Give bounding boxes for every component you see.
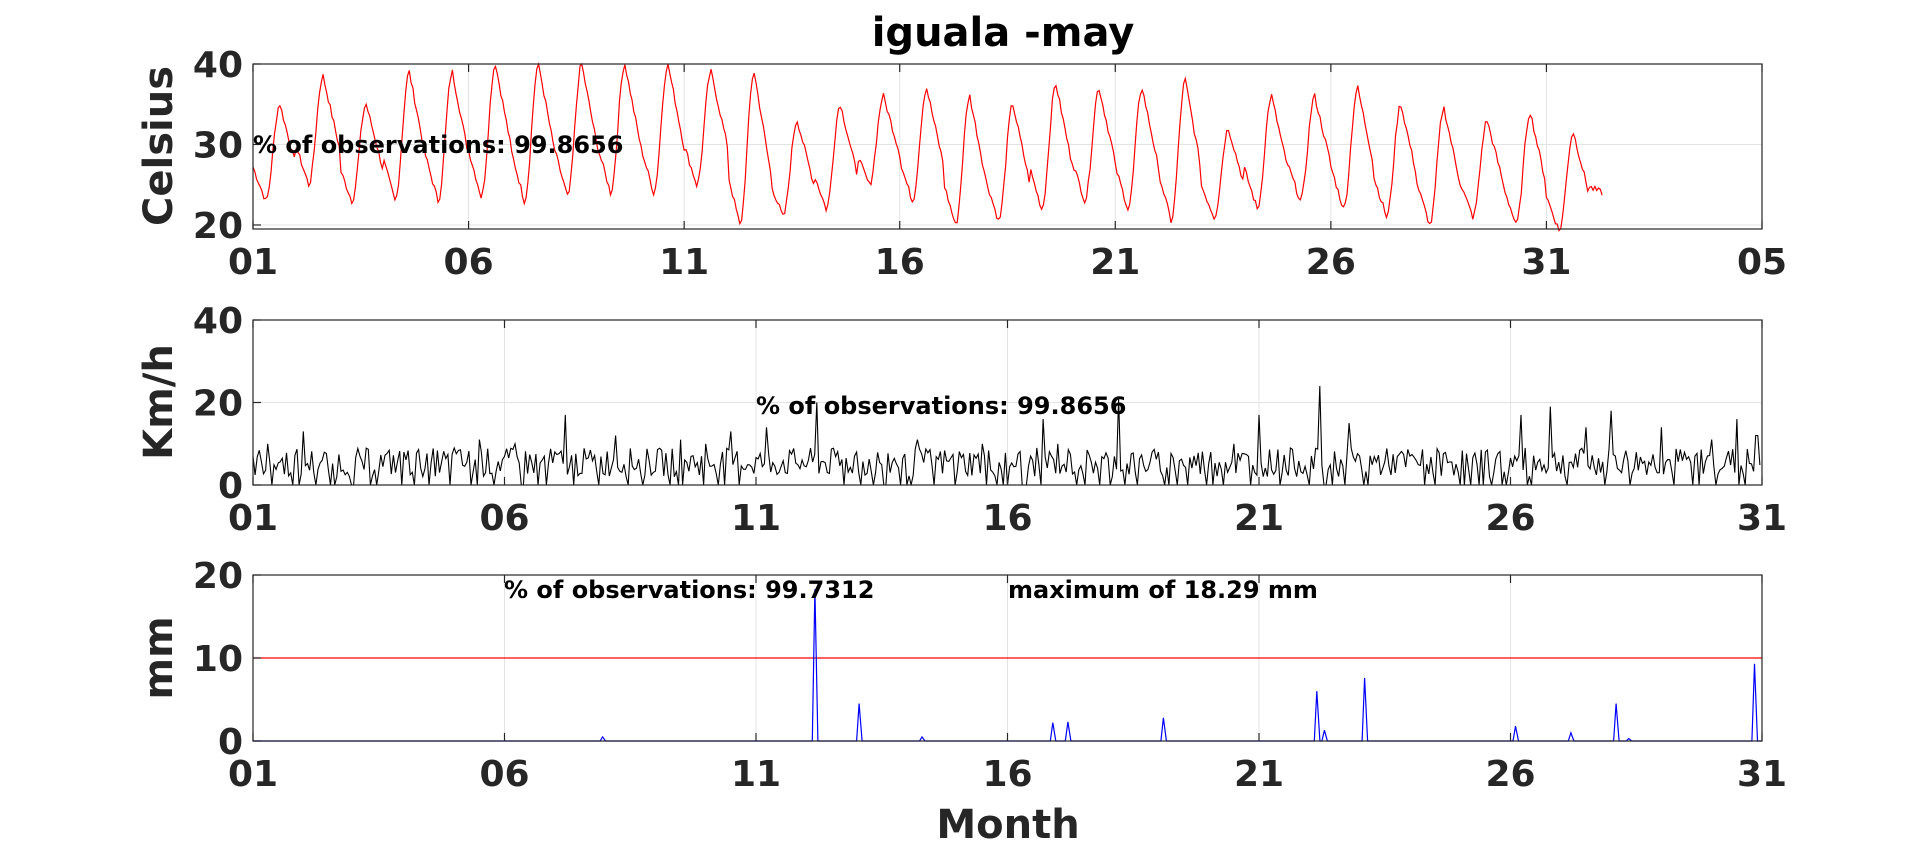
temperature-observations-annotation: % of observations: 99.8656 bbox=[253, 131, 623, 159]
wind-grid bbox=[253, 320, 1762, 485]
x-tick-label: 01 bbox=[228, 242, 278, 283]
x-tick-label: 16 bbox=[875, 242, 925, 283]
precipitation-x-ticks: 01 06 11 16 21 26 31 bbox=[228, 575, 1787, 795]
x-tick-label: 11 bbox=[731, 498, 781, 539]
x-tick-label: 16 bbox=[982, 498, 1032, 539]
x-tick-label: 21 bbox=[1234, 754, 1284, 795]
y-tick-label: 30 bbox=[193, 125, 243, 166]
temperature-series bbox=[252, 61, 1603, 232]
temperature-y-ticks: 20 30 40 bbox=[193, 45, 261, 247]
temperature-line bbox=[252, 61, 1603, 232]
x-tick-label: 26 bbox=[1485, 754, 1535, 795]
x-tick-label: 26 bbox=[1306, 242, 1356, 283]
x-tick-label: 21 bbox=[1234, 498, 1284, 539]
x-tick-label: 31 bbox=[1521, 242, 1571, 283]
x-tick-label: 06 bbox=[479, 498, 529, 539]
precipitation-series bbox=[253, 589, 1762, 742]
wind-panel: 0 20 40 01 06 11 16 21 26 31 Km/h % of observati… bbox=[136, 301, 1787, 539]
temperature-x-ticks: 01 06 11 16 21 26 31 05 bbox=[228, 64, 1787, 283]
precipitation-observations-annotation: % of observations: 99.7312 bbox=[504, 576, 874, 604]
precipitation-y-label: mm bbox=[136, 616, 182, 699]
y-tick-label: 20 bbox=[193, 384, 243, 425]
precipitation-maximum-annotation: maximum of 18.29 mm bbox=[1008, 576, 1318, 604]
x-axis-label: Month bbox=[936, 802, 1079, 841]
temperature-y-label: Celsius bbox=[136, 66, 182, 226]
y-tick-label: 0 bbox=[218, 466, 243, 507]
x-tick-label: 11 bbox=[731, 754, 781, 795]
precipitation-line bbox=[253, 589, 1762, 742]
x-tick-label: 06 bbox=[479, 754, 529, 795]
wind-series bbox=[252, 385, 1761, 486]
figure-title: iguala -may bbox=[872, 10, 1135, 56]
y-tick-label: 40 bbox=[193, 301, 243, 342]
x-tick-label: 06 bbox=[444, 242, 494, 283]
temperature-axes-box bbox=[252, 63, 1763, 230]
y-tick-label: 20 bbox=[193, 556, 243, 597]
precipitation-panel: 0 10 20 01 06 11 16 21 26 31 mm % of observation… bbox=[136, 556, 1787, 795]
x-tick-label: 05 bbox=[1737, 242, 1787, 283]
y-tick-label: 40 bbox=[193, 45, 243, 86]
x-tick-label: 26 bbox=[1485, 498, 1535, 539]
x-tick-label: 01 bbox=[228, 498, 278, 539]
y-tick-label: 10 bbox=[193, 639, 243, 680]
x-tick-label: 11 bbox=[659, 242, 709, 283]
x-tick-label: 01 bbox=[228, 754, 278, 795]
wind-x-ticks: 01 06 11 16 21 26 31 bbox=[228, 320, 1787, 539]
wind-y-ticks: 0 20 40 bbox=[193, 301, 261, 507]
wind-y-label: Km/h bbox=[136, 344, 182, 460]
y-tick-label: 20 bbox=[193, 206, 243, 247]
wind-observations-annotation: % of observations: 99.8656 bbox=[756, 392, 1126, 420]
temperature-panel: 20 30 40 01 06 11 16 21 26 31 05 Celsius % of obs… bbox=[136, 45, 1787, 283]
x-tick-label: 16 bbox=[982, 754, 1032, 795]
temperature-grid bbox=[253, 64, 1762, 229]
x-tick-label: 21 bbox=[1090, 242, 1140, 283]
x-tick-label: 31 bbox=[1737, 498, 1787, 539]
wind-line bbox=[252, 385, 1761, 486]
precipitation-y-ticks: 0 10 20 bbox=[193, 556, 261, 763]
y-tick-label: 0 bbox=[218, 722, 243, 763]
x-tick-label: 31 bbox=[1737, 754, 1787, 795]
